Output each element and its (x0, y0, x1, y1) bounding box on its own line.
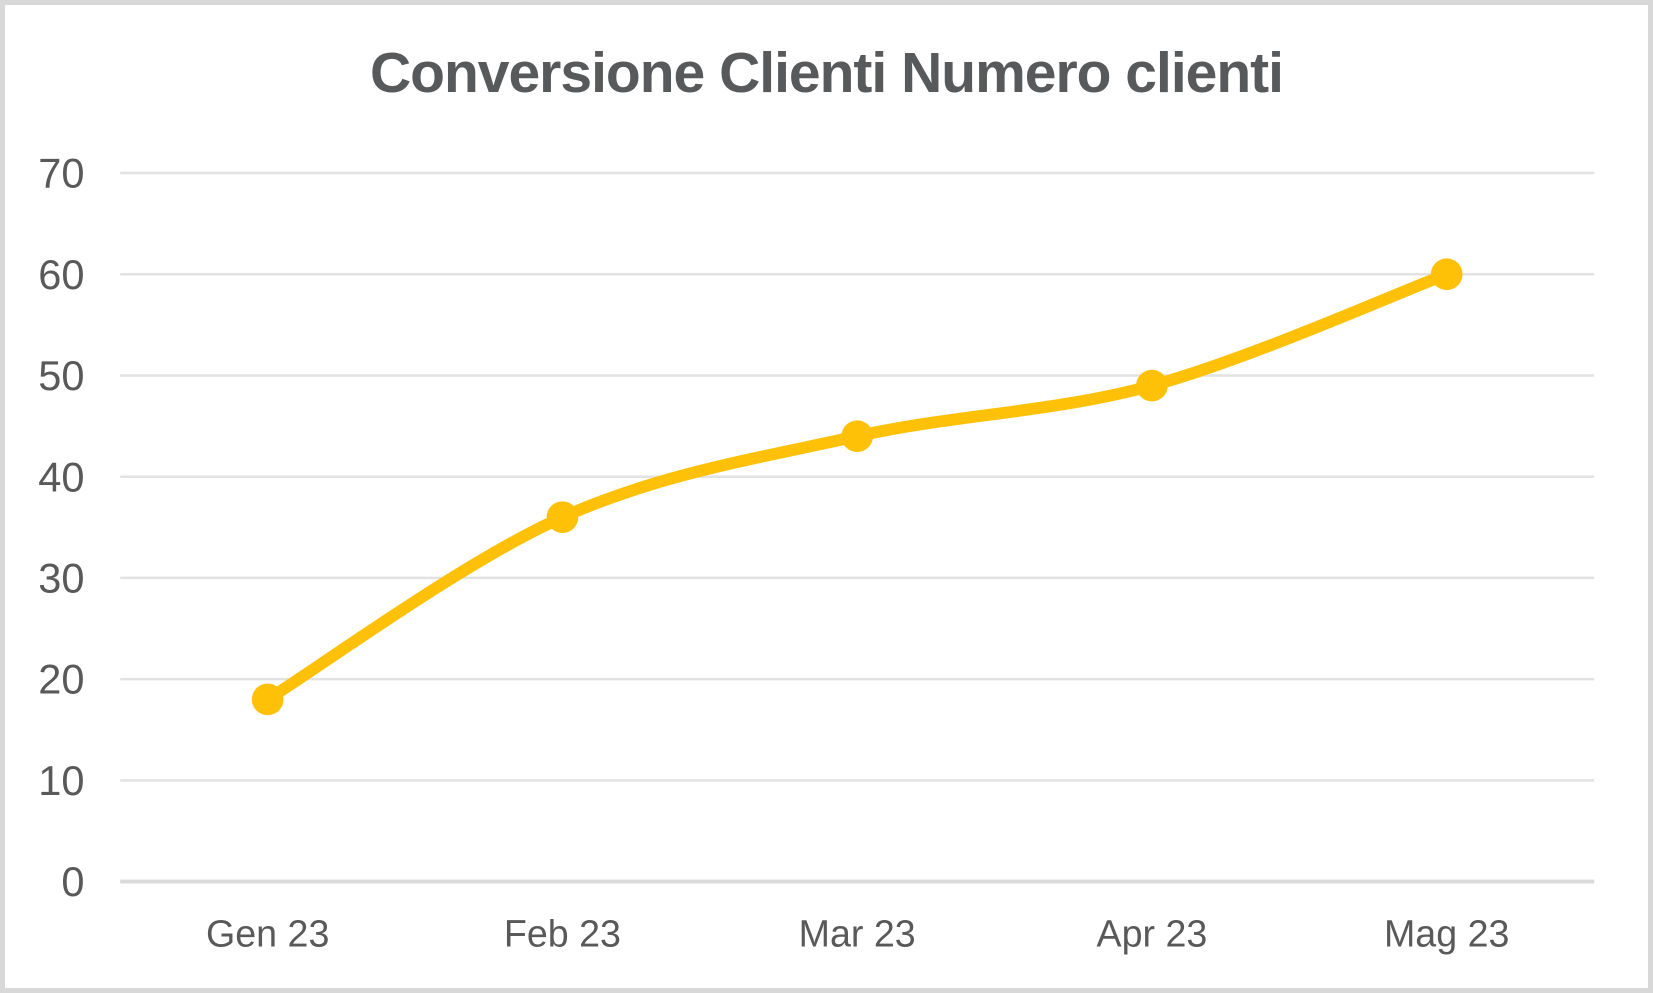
y-tick-label: 50 (38, 352, 84, 399)
y-tick-label: 40 (38, 453, 84, 500)
series-line (261, 268, 1453, 706)
y-tick-label: 20 (38, 656, 84, 703)
x-tick-label: Feb 23 (504, 913, 621, 955)
data-point-marker (546, 501, 579, 534)
x-tick-label: Gen 23 (206, 913, 329, 955)
x-tick-label: Apr 23 (1097, 913, 1208, 955)
data-point-marker (1136, 369, 1168, 402)
y-tick-label: 0 (61, 858, 84, 905)
x-tick-label: Mag 23 (1384, 913, 1509, 955)
line-chart-canvas: 0 10 20 30 40 50 60 70 Gen 23 Feb 23 Mar 23 Apr 23 M… (38, 150, 1595, 955)
chart-title: Conversione Clienti Numero clienti (369, 41, 1284, 105)
data-point-marker (841, 420, 874, 453)
y-tick-label: 30 (38, 554, 84, 601)
y-tick-label: 70 (38, 150, 84, 197)
x-tick-label: Mar 23 (799, 913, 916, 955)
y-tick-label: 10 (38, 757, 84, 804)
data-point-marker (1430, 258, 1463, 291)
y-tick-label: 60 (38, 251, 84, 298)
data-point-marker (251, 683, 284, 716)
